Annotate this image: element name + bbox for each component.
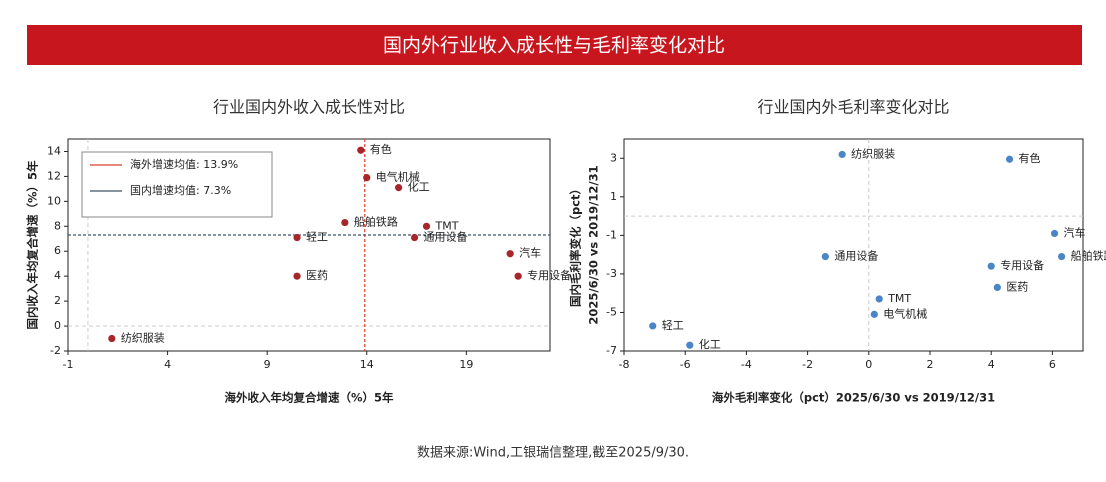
y-tick-label: 1 (610, 190, 617, 203)
point (363, 174, 371, 182)
point-label: 专用设备 (1000, 258, 1044, 272)
x-tick-label: -4 (741, 358, 752, 371)
banner-title: 国内外行业收入成长性与毛利率变化对比 (383, 35, 725, 57)
point (838, 150, 846, 159)
point (506, 250, 514, 258)
point (1050, 229, 1059, 238)
y-axis-label: 国内收入年均复合增速（%）5年 (26, 160, 40, 330)
x-tick-label: -2 (802, 358, 813, 371)
x-tick-label: 2 (927, 358, 934, 371)
y-tick-label: -1 (606, 228, 617, 241)
point (686, 341, 694, 349)
x-tick-label: 4 (988, 358, 995, 371)
y-tick-label: 12 (47, 169, 61, 182)
source-note: 数据来源:Wind,工银瑞信整理,截至2025/9/30. (417, 446, 689, 461)
y-tick-label: -5 (606, 305, 617, 318)
x-axis-label: 海外毛利率变化（pct）2025/6/30 vs 2019/12/31 (712, 391, 995, 405)
y-tick-label: 3 (610, 151, 617, 164)
point (357, 146, 365, 154)
point-label: 汽车 (1064, 225, 1086, 239)
legend-label: 海外增速均值: 13.9% (130, 157, 238, 171)
x-tick-label: 19 (459, 358, 473, 371)
point-label: 船舶铁路 (354, 215, 398, 229)
point-label: 船舶铁路 (1071, 249, 1106, 263)
point-label: 有色 (1019, 151, 1041, 165)
point-label: 轻工 (662, 318, 684, 332)
x-tick-label: -6 (680, 358, 691, 371)
y-tick-label: 14 (47, 144, 61, 157)
x-tick-label: 14 (360, 358, 374, 371)
point (1057, 252, 1066, 261)
point-label: 有色 (370, 142, 392, 156)
point (993, 283, 1001, 291)
point (410, 233, 419, 242)
x-axis-label: 海外收入年均复合增速（%）5年 (224, 391, 394, 405)
point (870, 310, 878, 318)
point-label: 电气机械 (376, 170, 420, 184)
y-tick-label: -7 (606, 344, 617, 357)
point (341, 218, 349, 227)
y-axis-label: 2025/6/30 vs 2019/12/31 (587, 165, 601, 324)
point-label: 轻工 (306, 230, 328, 244)
point (987, 262, 995, 270)
point-label: 通用设备 (834, 249, 878, 263)
point-label: 通用设备 (424, 230, 468, 244)
point-label: 化工 (699, 337, 721, 351)
y-tick-label: 4 (54, 269, 61, 282)
x-tick-label: 0 (865, 358, 872, 371)
y-tick-label: 2 (54, 294, 61, 307)
y-tick-label: -2 (50, 344, 61, 357)
point-label: 汽车 (519, 246, 541, 260)
plot-frame (67, 138, 551, 352)
legend-box (81, 151, 273, 218)
point-label: TMT (887, 292, 911, 305)
chart-title: 行业国内外收入成长性对比 (213, 98, 405, 117)
point (649, 322, 657, 330)
point-label: TMT (435, 219, 459, 232)
point (108, 334, 116, 343)
point-label: 纺织服装 (121, 331, 165, 345)
y-tick-label: -3 (606, 267, 617, 280)
point-label: 医药 (306, 269, 328, 282)
point-label: 专用设备 (527, 268, 571, 282)
y-tick-label: 10 (47, 194, 61, 207)
point (514, 272, 522, 280)
point (821, 252, 829, 261)
y-axis-label: 国内毛利率变化（pct） (569, 183, 583, 307)
point (395, 184, 403, 192)
banner (27, 25, 1082, 65)
legend-label: 国内增速均值: 7.3% (130, 183, 231, 197)
x-tick-label: 4 (164, 358, 171, 371)
point-label: 医药 (1006, 280, 1028, 293)
point-label: 化工 (408, 180, 430, 194)
point (293, 233, 301, 242)
x-tick-label: 6 (1049, 358, 1056, 371)
x-tick-label: 9 (264, 358, 271, 371)
plot-frame (623, 138, 1084, 352)
y-tick-label: 0 (54, 319, 61, 332)
y-tick-label: 6 (54, 244, 61, 257)
point (422, 222, 431, 230)
point (1005, 155, 1014, 163)
point (293, 272, 301, 280)
point-label: 电气机械 (883, 306, 927, 320)
point-label: 纺织服装 (851, 146, 895, 160)
y-tick-label: 8 (54, 219, 61, 232)
chart-title: 行业国内外毛利率变化对比 (757, 98, 949, 117)
x-tick-label: -8 (619, 358, 630, 371)
x-tick-label: -1 (63, 358, 74, 371)
point (875, 295, 883, 303)
